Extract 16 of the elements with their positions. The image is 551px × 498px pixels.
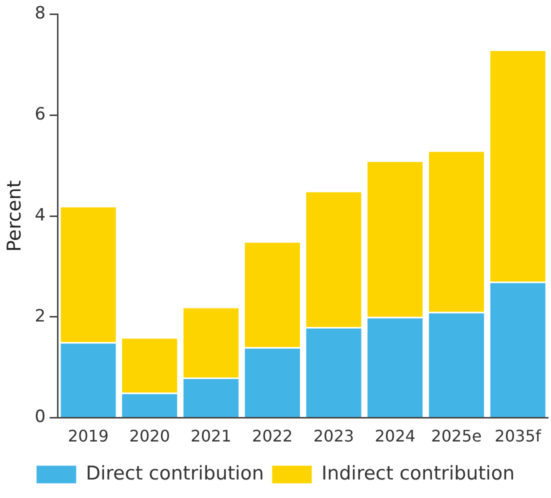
y-tick-label: 2 [34, 306, 46, 326]
x-tick-label: 2025e [431, 426, 482, 446]
y-axis-title: Percent [3, 180, 26, 252]
x-tick-label: 2021 [190, 426, 232, 446]
x-tick-label: 2019 [68, 426, 109, 446]
x-tick-label: 2020 [129, 426, 170, 446]
legend-label: Direct contribution [86, 462, 264, 484]
legend-label: Indirect contribution [321, 462, 515, 484]
x-tick-label: 2023 [313, 426, 354, 446]
x-tick-label: 2022 [252, 426, 293, 446]
y-tick-label: 6 [34, 104, 46, 125]
y-tick-label: 8 [34, 4, 46, 24]
y-tick-label: 4 [34, 205, 46, 226]
x-tick-label: 2035f [494, 426, 542, 446]
x-tick-label: 2024 [374, 426, 416, 446]
y-tick-label: 0 [34, 407, 46, 428]
